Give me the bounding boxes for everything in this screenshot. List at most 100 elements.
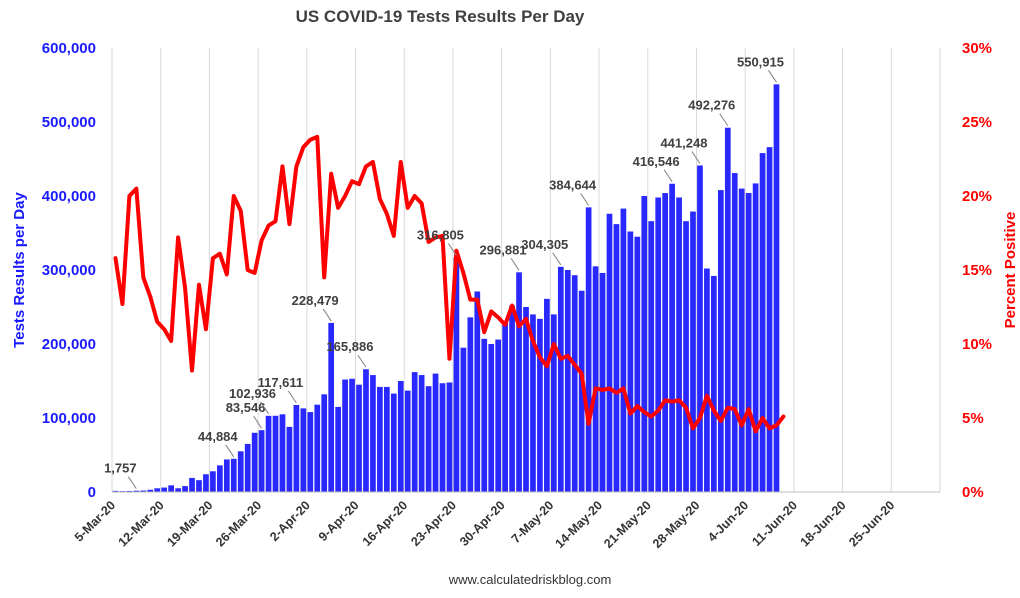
y-tick-label: 400,000 bbox=[42, 188, 96, 205]
bar bbox=[738, 188, 745, 492]
x-tick-label: 26-Mar-20 bbox=[213, 498, 264, 549]
bar bbox=[286, 426, 293, 492]
y2-tick-label: 30% bbox=[962, 40, 992, 57]
bar bbox=[140, 490, 147, 492]
annotation-leader bbox=[127, 476, 137, 489]
bar bbox=[418, 375, 425, 492]
x-tick-label: 19-Mar-20 bbox=[164, 498, 215, 549]
x-tick-label: 28-May-20 bbox=[650, 498, 703, 551]
bar bbox=[161, 487, 168, 492]
bar bbox=[439, 383, 446, 492]
bar bbox=[537, 318, 543, 492]
bar bbox=[356, 384, 362, 492]
x-tick-label: 9-Apr-20 bbox=[316, 498, 362, 544]
bar bbox=[404, 390, 411, 492]
bar bbox=[481, 338, 488, 492]
bar bbox=[453, 257, 460, 492]
y2-tick-label: 10% bbox=[962, 336, 992, 353]
annotation-label: 44,884 bbox=[198, 429, 239, 444]
annotation-leader bbox=[357, 354, 367, 368]
bar bbox=[182, 486, 188, 492]
bar bbox=[189, 477, 195, 492]
annotation-leader bbox=[768, 70, 777, 83]
bar bbox=[217, 465, 223, 492]
bar bbox=[641, 196, 648, 492]
bar bbox=[230, 458, 237, 492]
annotation-leader bbox=[322, 308, 332, 322]
y-axis-title: Tests Results per Day bbox=[11, 192, 28, 348]
x-tick-label: 5-Mar-20 bbox=[72, 498, 118, 544]
annotation-leader bbox=[691, 151, 701, 164]
bar bbox=[711, 275, 717, 492]
bar bbox=[550, 314, 557, 492]
bar bbox=[669, 183, 675, 492]
annotation-label: 102,936 bbox=[229, 386, 276, 401]
bar bbox=[244, 443, 251, 492]
annotation-label: 1,757 bbox=[104, 461, 137, 476]
bar bbox=[704, 268, 710, 492]
y-tick-label: 200,000 bbox=[42, 336, 96, 353]
bar bbox=[363, 369, 369, 492]
bar bbox=[724, 127, 731, 492]
annotation-label: 165,886 bbox=[326, 339, 373, 354]
bar bbox=[112, 490, 119, 492]
bar bbox=[759, 153, 766, 492]
bar bbox=[731, 173, 738, 492]
bar bbox=[655, 197, 662, 493]
bar bbox=[676, 197, 682, 493]
bar bbox=[265, 415, 272, 492]
bar bbox=[620, 208, 627, 492]
x-tick-label: 2-Apr-20 bbox=[267, 498, 313, 544]
y2-axis-title: Percent Positive bbox=[1002, 212, 1019, 329]
x-tick-label: 4-Jun-20 bbox=[705, 498, 751, 544]
bar bbox=[648, 221, 655, 492]
bar bbox=[203, 474, 209, 492]
y-tick-label: 100,000 bbox=[42, 410, 96, 427]
x-tick-label: 14-May-20 bbox=[553, 498, 606, 551]
bar bbox=[425, 386, 432, 492]
bar bbox=[530, 314, 536, 492]
bar bbox=[690, 211, 696, 493]
x-tick-label: 7-May-20 bbox=[509, 498, 557, 546]
bar bbox=[147, 489, 154, 492]
bar bbox=[509, 305, 515, 492]
bar bbox=[578, 290, 585, 492]
bar bbox=[377, 386, 383, 492]
annotation-label: 83,546 bbox=[226, 400, 266, 415]
y2-tick-label: 15% bbox=[962, 262, 992, 279]
y2-tick-label: 5% bbox=[962, 410, 984, 427]
annotation-leader bbox=[580, 193, 590, 206]
bar bbox=[599, 272, 606, 492]
bar bbox=[460, 347, 467, 492]
annotation-label: 304,305 bbox=[521, 237, 568, 252]
annotation-label: 550,915 bbox=[737, 54, 784, 69]
annotation-label: 416,546 bbox=[633, 154, 680, 169]
y-tick-label: 600,000 bbox=[42, 40, 96, 57]
bar bbox=[495, 339, 502, 492]
annotation-label: 296,881 bbox=[480, 242, 527, 257]
bar bbox=[474, 291, 481, 492]
bar bbox=[585, 207, 592, 493]
chart-title: US COVID-19 Tests Results Per Day bbox=[296, 7, 585, 26]
y-tick-label: 0 bbox=[88, 484, 96, 501]
source-text: www.calculatedriskblog.com bbox=[448, 572, 612, 587]
annotation-leader bbox=[448, 243, 457, 256]
bar bbox=[523, 307, 529, 492]
bar bbox=[516, 272, 522, 492]
bar bbox=[370, 375, 376, 492]
x-tick-label: 16-Apr-20 bbox=[360, 498, 411, 549]
y2-tick-label: 25% bbox=[962, 114, 992, 131]
bar bbox=[544, 298, 550, 492]
bar bbox=[397, 381, 404, 492]
bar bbox=[133, 490, 140, 492]
bar bbox=[342, 379, 348, 492]
annotation-label: 228,479 bbox=[292, 293, 339, 308]
bar bbox=[168, 485, 174, 492]
annotation-label: 441,248 bbox=[660, 135, 707, 150]
x-tick-label: 21-May-20 bbox=[601, 498, 654, 551]
bar bbox=[390, 393, 397, 492]
bar bbox=[196, 480, 202, 492]
bar bbox=[432, 373, 439, 492]
bar bbox=[349, 378, 355, 492]
